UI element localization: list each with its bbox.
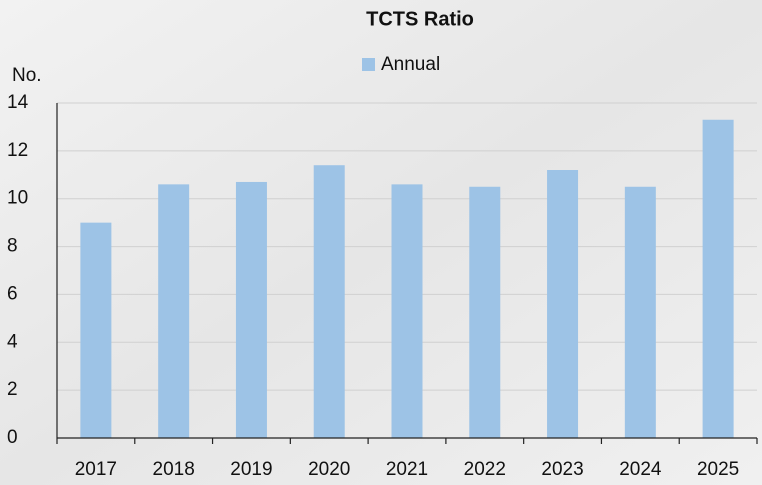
x-tick-label: 2020 (308, 459, 350, 480)
bar (314, 165, 345, 438)
chart-title: TCTS Ratio (366, 8, 474, 30)
y-tick-label: 2 (7, 379, 18, 400)
x-tick-label: 2025 (697, 459, 739, 480)
y-tick-label: 10 (7, 188, 28, 209)
x-tick-label: 2018 (153, 459, 195, 480)
bar (703, 120, 734, 438)
y-axis-label: No. (12, 65, 42, 86)
y-tick-label: 0 (7, 427, 18, 448)
bar (469, 187, 500, 438)
y-tick-label: 4 (7, 331, 18, 352)
chart: TCTS Ratio No. 0 2 4 6 8 10 12 14 Annual 2017 2018… (0, 0, 762, 485)
x-tick-label: 2023 (541, 459, 583, 480)
bar (80, 223, 111, 438)
x-tick-label: 2017 (75, 459, 117, 480)
x-tick-label: 2024 (619, 459, 662, 480)
legend-label: Annual (381, 54, 440, 75)
bar (625, 187, 656, 438)
page: {"chart_data": {"type": "bar", "title": … (0, 0, 762, 485)
y-tick-label: 8 (7, 236, 18, 257)
bar (236, 182, 267, 438)
y-tick-label: 12 (7, 140, 28, 161)
x-tick-label: 2022 (464, 459, 506, 480)
x-tick-label: 2019 (230, 459, 272, 480)
legend-swatch (362, 58, 375, 71)
x-tick-label: 2021 (386, 459, 428, 480)
y-tick-label: 14 (7, 92, 29, 113)
y-tick-label: 6 (7, 283, 18, 304)
bar (158, 184, 189, 438)
bar (547, 170, 578, 438)
bar (392, 184, 423, 438)
